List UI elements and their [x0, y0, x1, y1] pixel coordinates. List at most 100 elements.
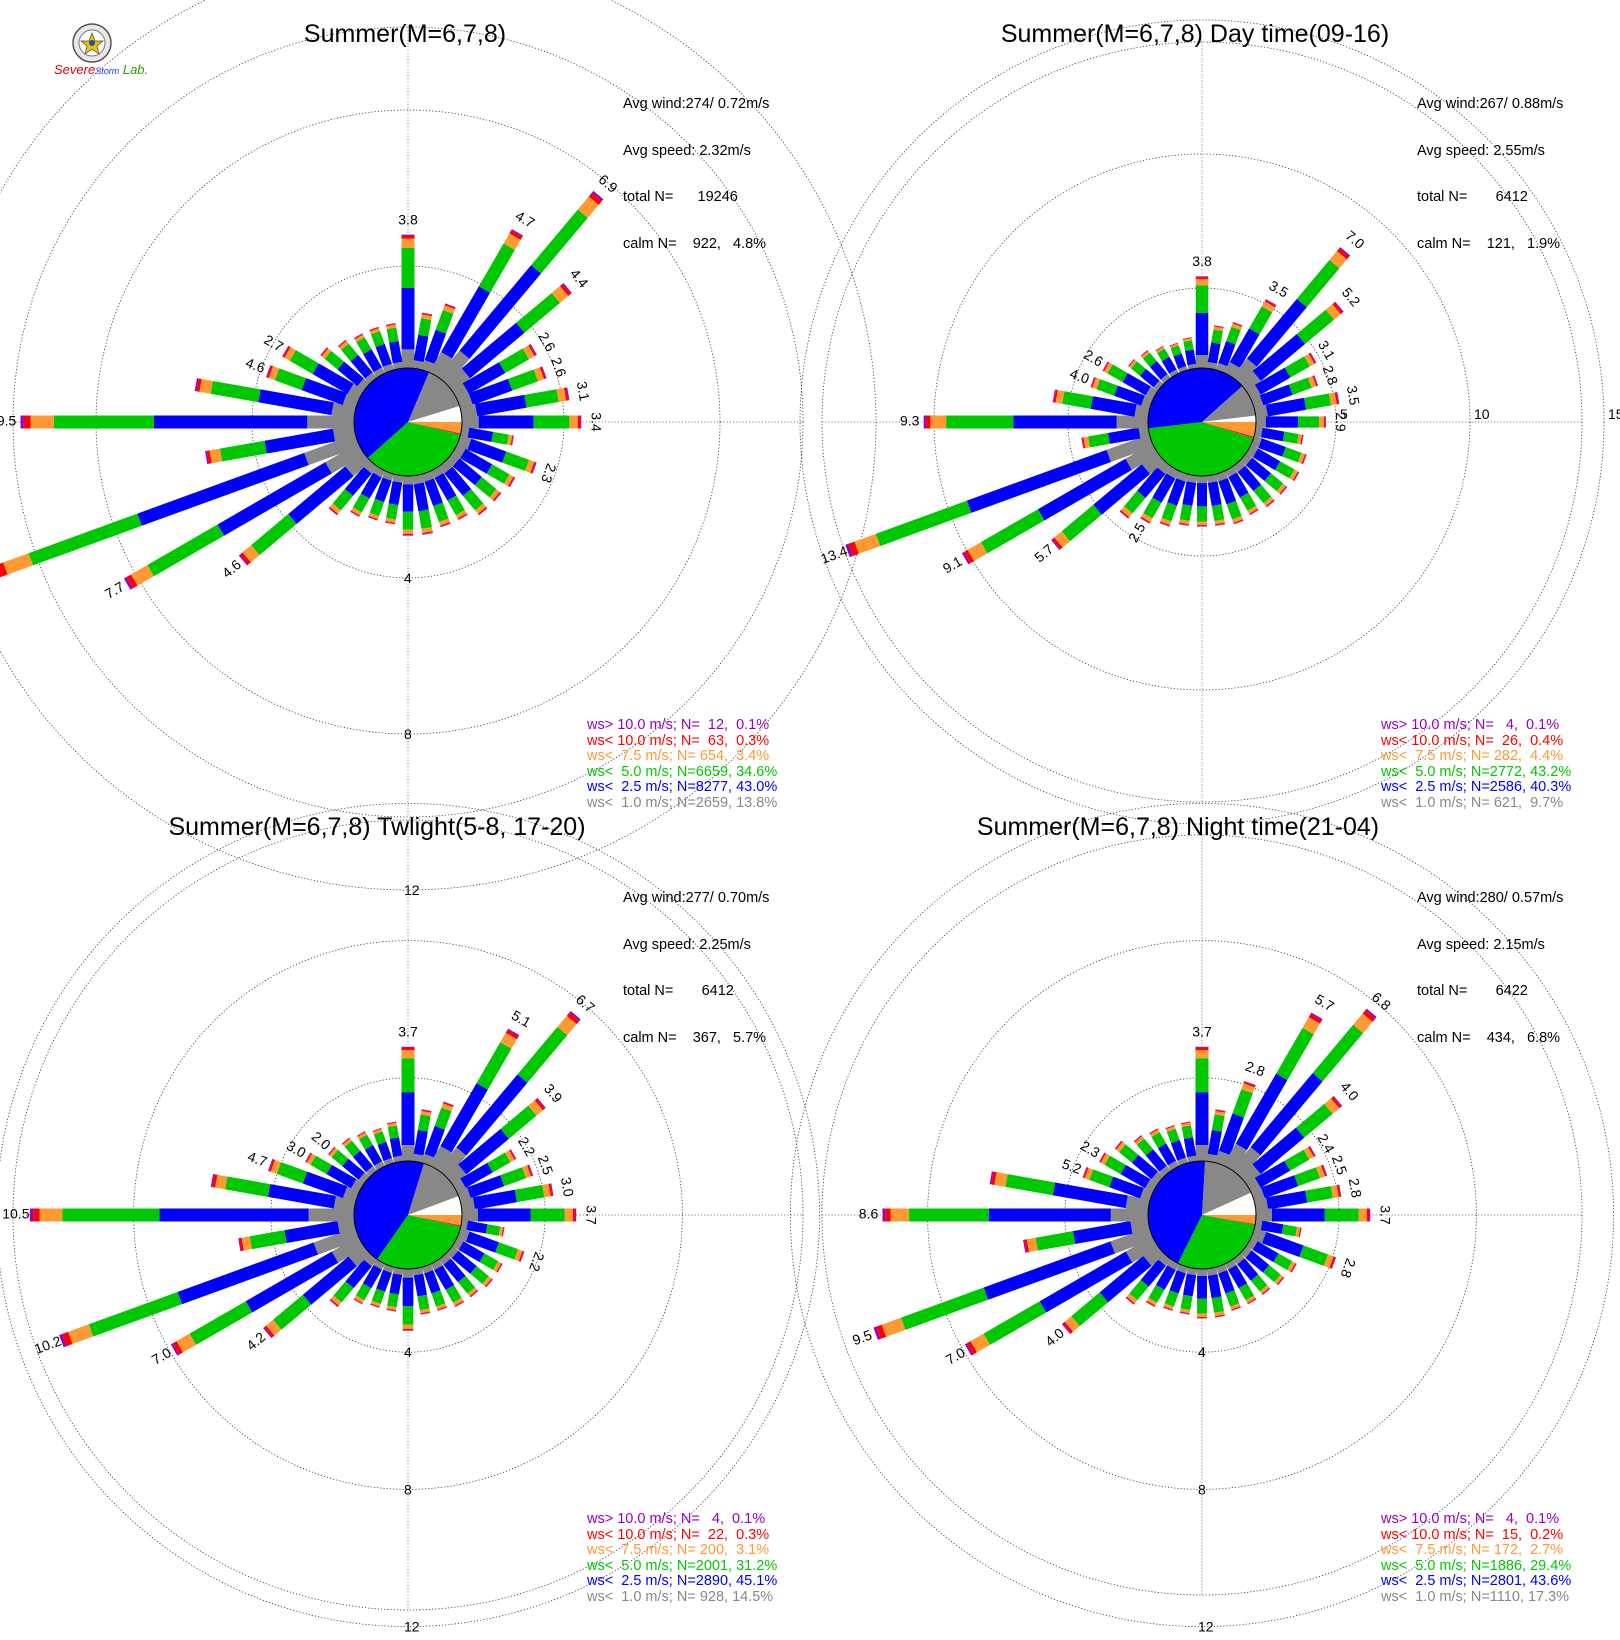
wind-bar-segment [1256, 1208, 1272, 1222]
wind-bar-segment [1159, 1165, 1172, 1177]
wind-bar-segment [418, 318, 432, 337]
wind-bar-segment [1215, 523, 1226, 526]
wind-bar-segment [1321, 1164, 1327, 1177]
wind-bar-segment [476, 1042, 512, 1090]
wind-bar-segment [424, 1270, 441, 1294]
wind-bar-segment [467, 427, 494, 442]
ring-label: 12 [1198, 1619, 1214, 1635]
avg-speed-text: Avg speed: 2.25m/s [623, 936, 751, 953]
wind-bar-segment [1276, 483, 1287, 494]
wind-bar-segment [1264, 299, 1277, 308]
legend-entry: ws< 2.5 m/s; N=2586, 40.3% [1381, 779, 1572, 795]
legend-entry: ws< 2.5 m/s; N=2801, 43.6% [1381, 1573, 1572, 1589]
bar-value-label: 2.8 [1243, 1058, 1267, 1080]
wind-bar-segment [402, 535, 414, 536]
bar-value-label: 3.4 [589, 412, 605, 432]
bar-value-label: 2.6 [548, 355, 570, 379]
wind-bar-segment [1099, 1152, 1107, 1163]
wind-bar-segment [459, 265, 542, 359]
wind-bar-segment [1140, 350, 1148, 357]
wind-bar-segment [446, 1245, 459, 1259]
wind-bar-segment [1126, 1293, 1138, 1304]
bar-value-label: 5.2 [1060, 1155, 1084, 1177]
wind-bar-segment [402, 484, 414, 512]
wind-bar-segment [307, 415, 354, 429]
wind-bar-segment [572, 1208, 576, 1222]
wind-bar-segment [1334, 301, 1344, 313]
ring-label: 5 [1340, 406, 1348, 422]
wind-bar-segment [342, 1138, 352, 1147]
wind-bar-segment [289, 350, 319, 375]
wind-bar-segment [1071, 1292, 1109, 1327]
wind-bar-segment [443, 1258, 466, 1283]
center-pie-slice [1202, 422, 1256, 437]
wind-bar-segment [588, 192, 602, 205]
wind-bar-segment [531, 462, 537, 474]
wind-bar-segment [1291, 1263, 1297, 1273]
wind-bar-segment [460, 1197, 476, 1212]
wind-bar-segment [1308, 353, 1316, 364]
wind-bar-segment [401, 247, 415, 288]
wind-bar-segment [1125, 1296, 1135, 1305]
panel-4-stats: Avg wind:280/ 0.57m/s Avg speed: 2.15m/s… [1417, 860, 1563, 1062]
wind-bar-segment [1214, 325, 1224, 328]
wind-bar-segment [1084, 1167, 1094, 1180]
wind-bar-segment [566, 387, 570, 401]
wind-bar-segment [1336, 392, 1340, 405]
wind-bar-segment [460, 448, 493, 474]
wind-bar-segment [326, 1164, 357, 1189]
wind-bar-segment [1169, 1270, 1186, 1294]
wind-bar-segment [245, 1251, 339, 1313]
wind-bar-segment [509, 230, 523, 240]
wind-bar-segment [1197, 526, 1207, 527]
wind-bar-segment [1239, 371, 1261, 393]
wind-bar-segment [345, 1259, 372, 1289]
legend-entry: ws< 5.0 m/s; N=2772, 43.2% [1381, 763, 1572, 780]
wind-bar-segment [1298, 1227, 1302, 1238]
wind-bar-segment [441, 1103, 454, 1112]
bar-value-label: 9.5 [850, 1326, 874, 1348]
wind-bar-segment [930, 415, 947, 429]
wind-bar-segment [421, 313, 433, 317]
wind-bar-segment [467, 1287, 478, 1297]
wind-bar-segment [1197, 476, 1207, 484]
wind-bar-segment [266, 365, 272, 378]
outer-ring [12, 26, 804, 818]
wind-bar-segment [370, 1300, 381, 1307]
wind-bar-segment [374, 1161, 386, 1171]
wind-bar-segment [445, 368, 471, 393]
wind-bar-segment [524, 389, 559, 408]
wind-bar-segment [389, 1273, 403, 1295]
wind-bar-segment [1330, 1096, 1342, 1109]
wind-bar-segment [434, 1265, 455, 1290]
wind-bar-segment [1179, 1312, 1190, 1315]
wind-bar-segment [1160, 517, 1172, 526]
logo-text-lab: Lab. [122, 62, 149, 77]
wind-bar-segment [1253, 484, 1272, 504]
center-pie-outline [1147, 367, 1257, 477]
wind-bar-segment [1224, 466, 1237, 478]
wind-bar-segment [1265, 499, 1275, 507]
wind-bar-segment [1099, 1152, 1105, 1163]
wind-bar-segment [1120, 510, 1130, 519]
wind-bar-segment [1169, 342, 1178, 346]
wind-bar-segment [1055, 390, 1065, 404]
wind-bar-segment [1206, 474, 1218, 484]
wind-bar-segment [504, 474, 514, 487]
wind-bar-segment [1195, 355, 1209, 368]
wind-bar-segment [1254, 1219, 1263, 1231]
avg-speed-text: Avg speed: 2.15m/s [1417, 936, 1545, 953]
center-pie-slice [1148, 422, 1254, 476]
wind-bar-segment [1125, 1297, 1134, 1305]
wind-bar-segment [1312, 1024, 1364, 1082]
wind-bar-segment [1167, 1259, 1180, 1271]
wind-bar-segment [437, 350, 470, 385]
wind-bar-segment [358, 1172, 370, 1185]
bar-value-label: 9.3 [900, 413, 920, 429]
legend-entry: ws< 10.0 m/s; N= 63, 0.3% [587, 732, 770, 749]
bar-value-label: 10.2 [32, 1332, 63, 1356]
wind-bar-segment [1149, 1128, 1158, 1134]
wind-bar-segment [386, 1309, 396, 1312]
avg-speed-text: Avg speed: 2.32m/s [623, 142, 751, 159]
wind-bar-segment [401, 238, 415, 248]
